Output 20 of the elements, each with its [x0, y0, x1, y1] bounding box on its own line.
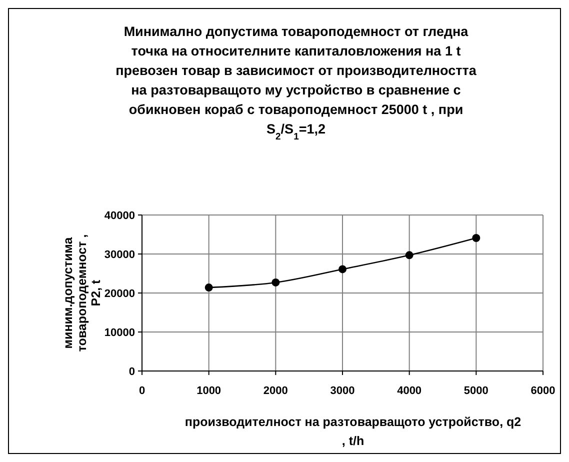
y-tick-label: 20000: [104, 288, 135, 300]
chart-title: Минимално допустима товароподемност от гледна точка на относителните капиталовложения на 1 t превозен товар в зависимост от производителността на разтоварващото му устройство в сравнение с обикновен кораб с товароподемност 25000 t , при S$_{2}$/S$_{1}$=1,2: [116, 24, 476, 142]
x-axis-title: производителност на разтоварващото устройство, q2 , t/h: [184, 415, 522, 448]
x-tick-label: 5000: [464, 385, 488, 397]
point: [472, 234, 480, 242]
x-tick-label: 2000: [263, 385, 288, 397]
y-tick-label: 30000: [104, 248, 135, 261]
point: [338, 265, 346, 274]
x-tick-label: 6000: [530, 385, 556, 397]
point: [204, 284, 213, 292]
point: [272, 278, 280, 286]
y-tick-label: 10000: [104, 326, 135, 339]
y-axis-title: миним.допустима товароподемност , P2, t: [61, 234, 103, 352]
x-tick-label: 1000: [196, 385, 222, 397]
point: [405, 251, 414, 260]
x-tick-label: 4000: [397, 385, 422, 397]
x-tick-label: 0: [138, 385, 146, 397]
y-tick-label: 0: [128, 366, 135, 378]
y-tick-label: 40000: [104, 210, 135, 222]
x-tick-label: 3000: [330, 385, 355, 397]
